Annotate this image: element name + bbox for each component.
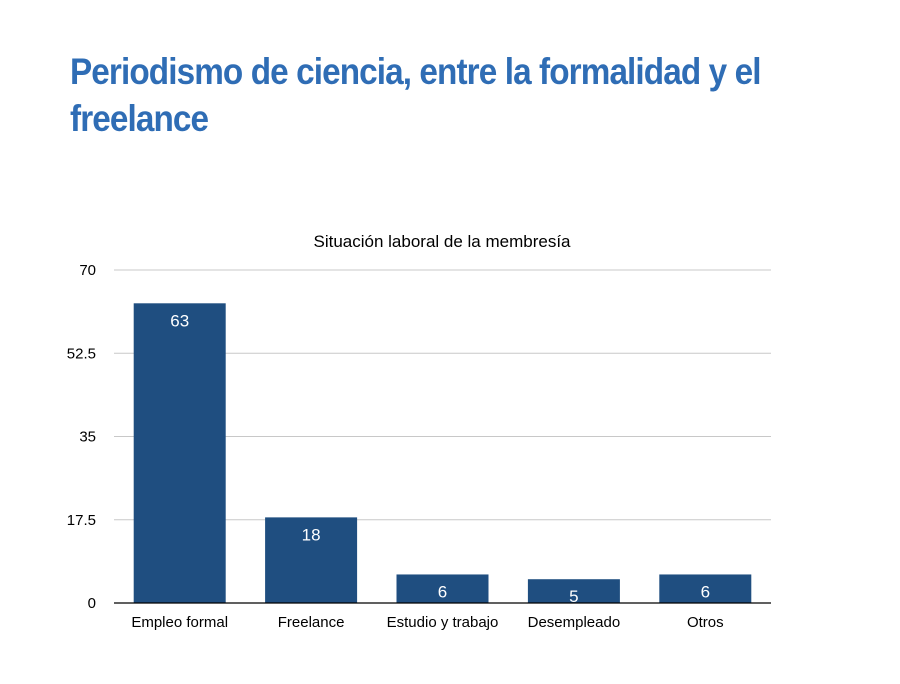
- data-label: 63: [170, 311, 189, 330]
- data-label: 18: [302, 525, 321, 544]
- bar: [265, 517, 358, 603]
- y-tick-label: 52.5: [67, 345, 96, 362]
- bar: [527, 579, 620, 603]
- x-tick-label: Desempleado: [528, 614, 621, 631]
- x-tick-label: Empleo formal: [131, 614, 228, 631]
- slide-title: Periodismo de ciencia, entre la formalid…: [70, 51, 761, 139]
- x-tick-label: Estudio y trabajo: [387, 614, 499, 631]
- bar: [659, 574, 752, 603]
- x-tick-label: Freelance: [278, 614, 345, 631]
- y-tick-label: 70: [79, 262, 96, 279]
- y-tick-label: 0: [88, 595, 96, 612]
- chart-title: Situación laboral de la membresía: [313, 232, 571, 251]
- data-label: 6: [701, 582, 710, 601]
- y-tick-label: 35: [79, 429, 96, 446]
- bar: [133, 303, 226, 603]
- data-label: 6: [438, 582, 447, 601]
- y-tick-label: 17.5: [67, 512, 96, 529]
- data-label: 5: [569, 587, 578, 606]
- bar: [396, 574, 489, 603]
- x-tick-label: Otros: [687, 614, 724, 631]
